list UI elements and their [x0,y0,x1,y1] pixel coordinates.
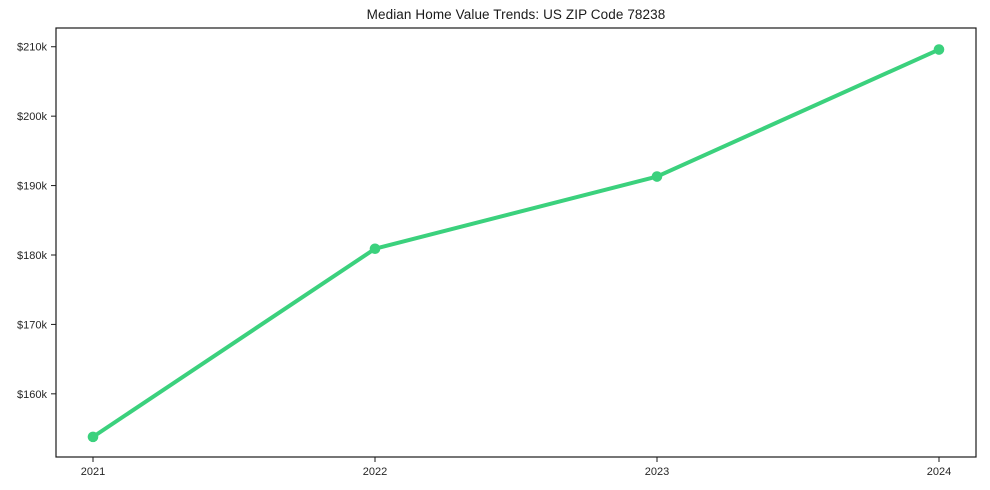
x-tick-label: 2024 [927,466,951,478]
y-tick-label: $190k [17,181,47,193]
data-point-marker [369,243,381,255]
data-point-marker [933,44,945,55]
y-tick-label: $170k [17,319,47,331]
x-tick-label: 2023 [645,466,669,478]
series-line [91,47,941,439]
x-tick-label: 2021 [81,466,105,478]
data-point-marker [651,171,663,182]
y-tick-label: $200k [17,111,47,123]
data-point-marker [87,431,99,443]
plot-border [55,27,977,458]
chart-title: Median Home Value Trends: US ZIP Code 78… [366,7,666,22]
x-tick-label: 2022 [363,466,387,478]
y-tick-label: $210k [17,42,47,54]
y-tick-label: $180k [17,250,47,262]
y-tick-label: $160k [17,389,47,401]
